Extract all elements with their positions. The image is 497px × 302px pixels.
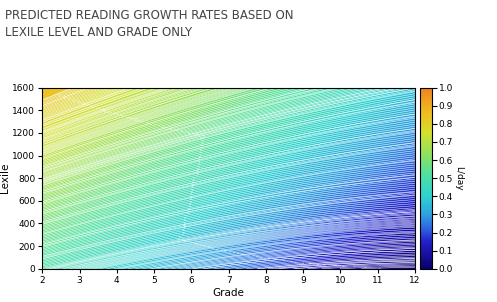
FancyArrowPatch shape — [158, 125, 160, 126]
FancyArrowPatch shape — [93, 107, 94, 108]
Y-axis label: Lexile: Lexile — [0, 163, 9, 193]
FancyArrowPatch shape — [185, 215, 186, 216]
FancyArrowPatch shape — [184, 224, 185, 225]
FancyArrowPatch shape — [193, 133, 194, 134]
FancyArrowPatch shape — [128, 117, 130, 118]
FancyArrowPatch shape — [184, 220, 186, 221]
FancyArrowPatch shape — [201, 142, 203, 143]
X-axis label: Grade: Grade — [213, 288, 245, 297]
FancyArrowPatch shape — [201, 145, 203, 146]
FancyArrowPatch shape — [170, 128, 172, 129]
FancyArrowPatch shape — [189, 209, 190, 210]
FancyArrowPatch shape — [181, 239, 183, 240]
FancyArrowPatch shape — [191, 189, 193, 190]
FancyArrowPatch shape — [98, 108, 100, 109]
FancyArrowPatch shape — [203, 135, 204, 136]
FancyArrowPatch shape — [202, 140, 203, 141]
FancyArrowPatch shape — [200, 138, 202, 139]
Y-axis label: L/day: L/day — [454, 166, 463, 191]
FancyArrowPatch shape — [201, 147, 202, 148]
FancyArrowPatch shape — [199, 159, 200, 160]
FancyArrowPatch shape — [103, 109, 104, 110]
FancyArrowPatch shape — [184, 222, 185, 223]
FancyArrowPatch shape — [141, 121, 142, 122]
FancyArrowPatch shape — [96, 108, 98, 109]
FancyArrowPatch shape — [188, 132, 190, 133]
FancyArrowPatch shape — [186, 212, 187, 213]
FancyArrowPatch shape — [142, 121, 144, 122]
FancyArrowPatch shape — [114, 113, 115, 114]
FancyArrowPatch shape — [166, 127, 167, 128]
FancyArrowPatch shape — [181, 131, 183, 132]
FancyArrowPatch shape — [137, 120, 138, 121]
FancyArrowPatch shape — [189, 204, 191, 205]
FancyArrowPatch shape — [188, 213, 190, 214]
FancyArrowPatch shape — [200, 154, 201, 155]
FancyArrowPatch shape — [192, 182, 194, 183]
FancyArrowPatch shape — [83, 104, 85, 105]
FancyArrowPatch shape — [100, 109, 102, 110]
FancyArrowPatch shape — [189, 206, 191, 207]
FancyArrowPatch shape — [135, 120, 136, 121]
FancyArrowPatch shape — [193, 177, 195, 178]
FancyArrowPatch shape — [192, 133, 193, 134]
FancyArrowPatch shape — [191, 197, 192, 198]
FancyArrowPatch shape — [184, 226, 186, 227]
FancyArrowPatch shape — [126, 117, 128, 118]
FancyArrowPatch shape — [170, 129, 171, 130]
FancyArrowPatch shape — [102, 110, 103, 111]
FancyArrowPatch shape — [104, 110, 106, 111]
FancyArrowPatch shape — [91, 105, 92, 106]
FancyArrowPatch shape — [183, 232, 184, 233]
FancyArrowPatch shape — [180, 130, 182, 131]
Text: PREDICTED READING GROWTH RATES BASED ON
LEXILE LEVEL AND GRADE ONLY: PREDICTED READING GROWTH RATES BASED ON … — [5, 9, 293, 39]
FancyArrowPatch shape — [183, 230, 184, 231]
FancyArrowPatch shape — [132, 118, 134, 119]
FancyArrowPatch shape — [116, 113, 117, 114]
FancyArrowPatch shape — [123, 116, 125, 117]
FancyArrowPatch shape — [192, 184, 194, 185]
FancyArrowPatch shape — [188, 211, 190, 212]
FancyArrowPatch shape — [191, 194, 192, 195]
FancyArrowPatch shape — [199, 161, 200, 162]
FancyArrowPatch shape — [120, 114, 121, 115]
FancyArrowPatch shape — [87, 104, 88, 105]
FancyArrowPatch shape — [198, 166, 199, 167]
FancyArrowPatch shape — [146, 122, 148, 123]
